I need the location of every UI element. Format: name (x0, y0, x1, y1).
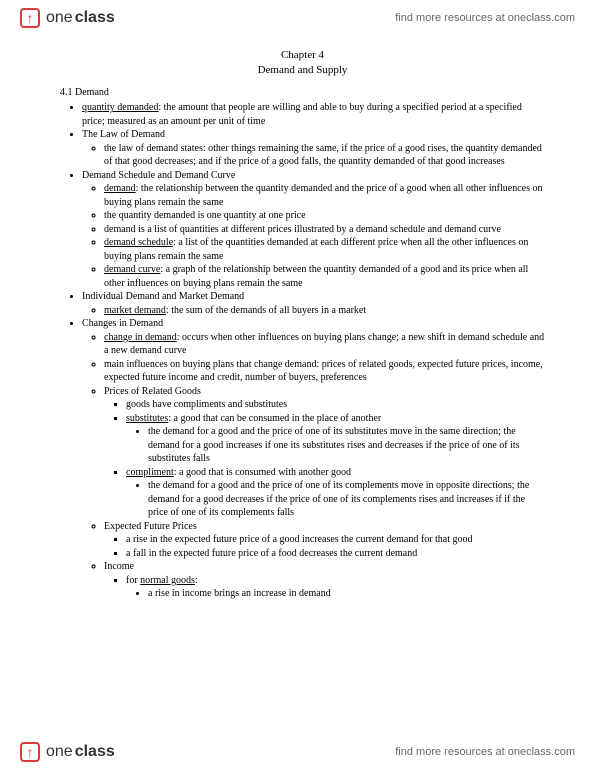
heading-text: Expected Future Prices (104, 521, 197, 532)
list-item: Demand Schedule and Demand Curve demand:… (82, 169, 545, 291)
list-item: demand is a list of quantities at differ… (104, 223, 545, 237)
list-item: quantity demanded: the amount that peopl… (82, 101, 545, 128)
list-item: for normal goods: a rise in income bring… (126, 574, 545, 601)
logo-text-one: one (46, 743, 73, 761)
term-demand-curve: demand curve (104, 264, 160, 275)
list-item: Prices of Related Goods goods have compl… (104, 385, 545, 520)
def-text: : a graph of the relationship between th… (104, 264, 528, 289)
heading-text: Prices of Related Goods (104, 386, 201, 397)
body-text: the quantity demanded is one quantity at… (104, 210, 306, 221)
body-text: a rise in income brings an increase in d… (148, 588, 331, 599)
def-text: : a good that can be consumed in the pla… (168, 413, 381, 424)
page-footer: ↑ oneclass find more resources at onecla… (0, 734, 595, 770)
body-text: demand is a list of quantities at differ… (104, 224, 501, 235)
heading-text: Individual Demand and Market Demand (82, 291, 244, 302)
header-resources-link[interactable]: find more resources at oneclass.com (395, 12, 575, 24)
list-item: The Law of Demand the law of demand stat… (82, 128, 545, 169)
body-text: a fall in the expected future price of a… (126, 548, 417, 559)
list-item: the law of demand states: other things r… (104, 142, 545, 169)
def-text: : the sum of the demands of all buyers i… (166, 305, 366, 316)
list-item: demand schedule: a list of the quantitie… (104, 236, 545, 263)
list-item: the quantity demanded is one quantity at… (104, 209, 545, 223)
term-market-demand: market demand (104, 305, 166, 316)
document-content: Chapter 4 Demand and Supply 4.1 Demand q… (60, 48, 545, 601)
list-item: change in demand: occurs when other infl… (104, 331, 545, 358)
term-demand-schedule: demand schedule (104, 237, 173, 248)
list-item: Income for normal goods: a rise in incom… (104, 560, 545, 601)
list-item: Changes in Demand change in demand: occu… (82, 317, 545, 601)
heading-text: Changes in Demand (82, 318, 163, 329)
list-item: a fall in the expected future price of a… (126, 547, 545, 561)
list-item: goods have compliments and substitutes (126, 398, 545, 412)
body-text: for (126, 575, 140, 586)
list-item: compliment: a good that is consumed with… (126, 466, 545, 520)
list-item: the demand for a good and the price of o… (148, 425, 545, 466)
body-text: : (195, 575, 198, 586)
body-text: the demand for a good and the price of o… (148, 480, 529, 518)
section-heading: 4.1 Demand (60, 86, 545, 100)
brand-logo-footer[interactable]: ↑ oneclass (20, 742, 115, 762)
list-item: Individual Demand and Market Demand mark… (82, 290, 545, 317)
list-item: demand: the relationship between the qua… (104, 182, 545, 209)
chapter-subtitle: Demand and Supply (60, 63, 545, 78)
list-item: a rise in the expected future price of a… (126, 533, 545, 547)
body-text: the demand for a good and the price of o… (148, 426, 520, 464)
heading-text: Demand Schedule and Demand Curve (82, 170, 235, 181)
logo-icon: ↑ (20, 8, 40, 28)
heading-text: Income (104, 561, 134, 572)
logo-text-one: one (46, 9, 73, 27)
brand-logo[interactable]: ↑ oneclass (20, 8, 115, 28)
term-compliment: compliment (126, 467, 174, 478)
list-item: the demand for a good and the price of o… (148, 479, 545, 520)
body-text: a rise in the expected future price of a… (126, 534, 473, 545)
list-item: substitutes: a good that can be consumed… (126, 412, 545, 466)
list-item: Expected Future Prices a rise in the exp… (104, 520, 545, 561)
term-quantity-demanded: quantity demanded (82, 102, 158, 113)
bullet-list-level1: quantity demanded: the amount that peopl… (60, 101, 545, 601)
list-item: a rise in income brings an increase in d… (148, 587, 545, 601)
page-header: ↑ oneclass find more resources at onecla… (0, 0, 595, 36)
body-text: main influences on buying plans that cha… (104, 359, 543, 384)
term-demand: demand (104, 183, 136, 194)
chapter-title: Chapter 4 (60, 48, 545, 63)
term-substitutes: substitutes (126, 413, 168, 424)
footer-resources-link[interactable]: find more resources at oneclass.com (395, 746, 575, 758)
term-change-in-demand: change in demand (104, 332, 177, 343)
term-normal-goods: normal goods (140, 575, 195, 586)
body-text: goods have compliments and substitutes (126, 399, 287, 410)
list-item: market demand: the sum of the demands of… (104, 304, 545, 318)
heading-text: The Law of Demand (82, 129, 165, 140)
def-text: : the relationship between the quantity … (104, 183, 542, 208)
list-item: main influences on buying plans that cha… (104, 358, 545, 385)
body-text: the law of demand states: other things r… (104, 143, 542, 168)
list-item: demand curve: a graph of the relationshi… (104, 263, 545, 290)
logo-text-class: class (75, 743, 115, 761)
logo-text-class: class (75, 9, 115, 27)
logo-icon: ↑ (20, 742, 40, 762)
def-text: : a good that is consumed with another g… (174, 467, 351, 478)
